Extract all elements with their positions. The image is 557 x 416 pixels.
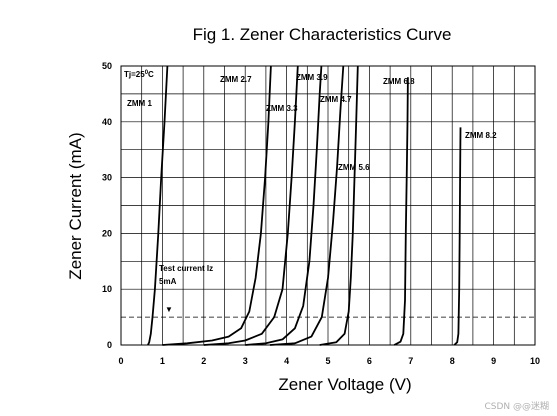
- series-line: [203, 65, 299, 346]
- series-label: ZMM 6.8: [383, 77, 415, 86]
- series-line: [245, 65, 323, 346]
- x-tick-label: 7: [408, 356, 413, 366]
- plot-area-frame: [120, 65, 536, 346]
- x-tick-label: 9: [491, 356, 496, 366]
- series-label: ZMM 5.6: [338, 163, 370, 172]
- series-label: ZMM 4.7: [320, 95, 352, 104]
- y-tick-label: 50: [102, 61, 112, 71]
- x-tick-label: 5: [325, 356, 330, 366]
- watermark: CSDN @@迷糊: [484, 402, 549, 412]
- series-label: ZMM 3.3: [266, 104, 298, 113]
- series-line: [319, 65, 359, 346]
- temperature-annotation: Tj=250C: [124, 70, 154, 79]
- test-current-arrow: ▼: [165, 305, 173, 314]
- x-tick-label: 1: [160, 356, 165, 366]
- series-label: ZMM 3.9: [296, 73, 328, 82]
- y-tick-label: 20: [102, 228, 112, 238]
- test-current-label: Test current Iz: [159, 264, 213, 273]
- x-tick-label: 3: [243, 356, 248, 366]
- series-line: [393, 77, 409, 346]
- y-tick-label: 10: [102, 284, 112, 294]
- x-tick-label: 4: [284, 356, 289, 366]
- x-tick-label: 8: [450, 356, 455, 366]
- x-tick-label: 10: [530, 356, 540, 366]
- series-line: [147, 65, 169, 346]
- series-line: [453, 127, 462, 346]
- series-labels: ZMM 1 ZMM 2.7 ZMM 3.3 ZMM 3.9 ZMM 4.7 ZMM 5.6…: [127, 73, 497, 172]
- y-tick-label: 30: [102, 173, 112, 183]
- x-axis-label: Zener Voltage (V): [278, 375, 411, 394]
- series-label: ZMM 8.2: [465, 131, 497, 140]
- x-axis-ticks: 0 1 2 3 4 5 6 7 8 9 10: [118, 356, 540, 366]
- y-axis-ticks: 0 10 20 30 40 50: [102, 61, 112, 350]
- series-label: ZMM 2.7: [220, 75, 252, 84]
- series-line: [162, 65, 272, 346]
- y-tick-label: 40: [102, 117, 112, 127]
- test-current-value: 5mA: [159, 277, 177, 286]
- series-line: [269, 65, 345, 346]
- x-tick-label: 6: [367, 356, 372, 366]
- series-group: [147, 65, 462, 346]
- x-tick-label: 0: [118, 356, 123, 366]
- y-tick-label: 0: [107, 340, 112, 350]
- grid: [121, 66, 535, 345]
- x-tick-label: 2: [201, 356, 206, 366]
- series-label: ZMM 1: [127, 99, 152, 108]
- y-axis-label: Zener Current (mA): [66, 132, 85, 279]
- chart-title: Fig 1. Zener Characteristics Curve: [193, 25, 452, 44]
